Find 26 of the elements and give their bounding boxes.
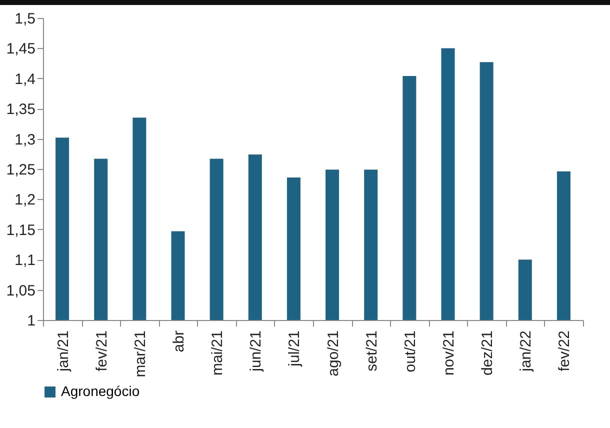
x-tick-label: mar/21: [132, 330, 149, 378]
y-tick-label: 1,1: [14, 252, 36, 270]
y-tick-label: 1,5: [14, 10, 36, 28]
x-tick-label: ago/21: [324, 330, 342, 376]
x-tick-label: fev/22: [556, 330, 574, 372]
x-tick-label: dez/21: [479, 330, 496, 376]
legend-label: Agronegócio: [61, 383, 140, 399]
x-tick-label: jan/21: [54, 330, 72, 372]
x-tick-label: fev/21: [93, 330, 110, 372]
x-tick-label: out/21: [402, 330, 419, 372]
y-tick-label: 1,05: [6, 282, 36, 300]
x-tick-label: jan/22: [518, 330, 535, 372]
x-tick-label: abr: [170, 330, 188, 352]
y-tick-label: 1,3: [14, 131, 36, 148]
y-tick-label: 1,2: [14, 192, 36, 209]
y-tick-label: 1,15: [6, 222, 36, 239]
x-tick-label: jun/21: [248, 330, 265, 372]
x-tick-label: nov/21: [440, 330, 458, 376]
y-tick-label: 1: [27, 312, 36, 330]
y-tick-label: 1,4: [14, 70, 36, 88]
y-tick-label: 1,45: [6, 40, 36, 58]
y-tick-label: 1,25: [6, 162, 36, 178]
x-tick-label: jul/21: [286, 330, 304, 368]
x-tick-label: set/21: [363, 330, 380, 372]
y-tick-label: 1,35: [6, 101, 36, 118]
x-tick-label: mai/21: [209, 330, 226, 376]
